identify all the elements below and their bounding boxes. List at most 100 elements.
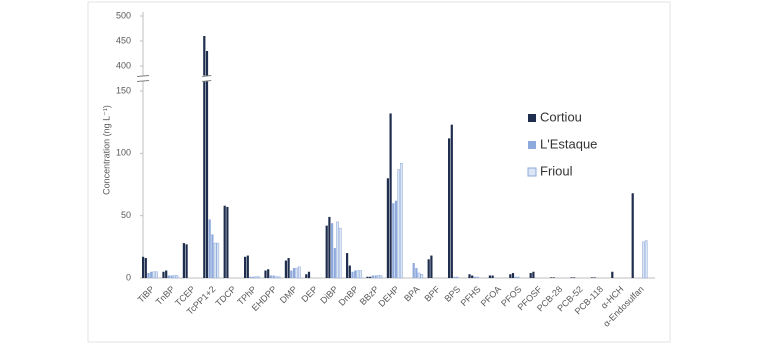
x-tick-label: DEHP: [376, 284, 401, 309]
y-tick-label: 50: [121, 210, 131, 220]
bar: [351, 271, 354, 278]
bar: [394, 200, 398, 278]
axis-break: [202, 75, 212, 77]
axis-break: [137, 75, 149, 82]
bar: [331, 223, 334, 278]
bar: [389, 113, 392, 278]
bar: [468, 274, 471, 278]
bar: [552, 277, 555, 278]
x-tick-label: PFHS: [459, 284, 483, 308]
bar: [185, 244, 188, 278]
bar: [182, 243, 185, 278]
axis-break: [136, 75, 150, 77]
bar: [511, 273, 515, 278]
bar: [354, 270, 357, 278]
bar: [150, 271, 153, 278]
legend-swatch: [527, 167, 537, 177]
legend-label: Cortiou: [540, 109, 582, 124]
bar: [570, 277, 573, 278]
bar: [208, 219, 211, 278]
axis-break: [202, 75, 212, 82]
bar: [203, 36, 206, 278]
bar: [274, 276, 278, 279]
bar: [284, 260, 287, 278]
bar: [226, 206, 229, 278]
bar: [175, 275, 179, 279]
bar: [244, 256, 247, 278]
bar: [420, 274, 424, 279]
bar: [509, 274, 512, 278]
bar: [642, 241, 645, 279]
bar: [453, 276, 456, 278]
bar: [386, 178, 389, 278]
bar: [170, 275, 173, 278]
bar: [376, 275, 380, 279]
bar: [514, 276, 517, 278]
bar: [517, 276, 520, 278]
bar: [165, 270, 168, 278]
bar: [290, 270, 293, 278]
bar: [532, 271, 535, 278]
bar: [374, 275, 377, 278]
bar: [371, 275, 374, 278]
bar: [412, 263, 415, 278]
bar: [267, 269, 270, 278]
bar: [590, 277, 593, 278]
bar: [287, 258, 290, 278]
bar: [346, 253, 349, 278]
bar: [295, 267, 299, 279]
bar: [338, 227, 342, 279]
x-tick-label: TDCP: [213, 284, 237, 308]
bar: [356, 270, 360, 279]
bar: [213, 242, 217, 279]
legend-label: L'Estaque: [540, 136, 597, 151]
y-tick-label: 500: [116, 10, 131, 20]
bar: [249, 276, 252, 278]
bar: [415, 268, 418, 278]
bar: [257, 276, 260, 279]
bar: [473, 276, 476, 278]
bar: [644, 240, 648, 279]
bar: [573, 277, 576, 278]
bar: [325, 225, 328, 278]
axis-break: [136, 80, 150, 82]
bar: [593, 277, 596, 278]
bar: [348, 265, 351, 278]
x-tick-label: DiBP: [318, 284, 340, 306]
x-tick-label: BPF: [422, 284, 442, 304]
bar: [471, 275, 474, 278]
bar: [400, 163, 403, 279]
bar: [211, 234, 214, 278]
bar: [264, 270, 267, 278]
bar: [223, 205, 226, 278]
bar: [167, 275, 170, 278]
bar: [269, 275, 272, 278]
x-tick-label: DMP: [278, 284, 299, 305]
chart-frame: [87, 1, 671, 343]
y-axis-label: Concentration (ng L⁻¹): [101, 105, 111, 195]
bar: [529, 273, 532, 278]
bar: [379, 275, 383, 279]
bar: [456, 276, 459, 278]
bar: [366, 276, 369, 278]
bar: [369, 276, 372, 278]
bar: [298, 266, 301, 279]
legend-swatch: [528, 141, 536, 149]
x-tick-label: DEP: [299, 284, 319, 304]
bar: [450, 124, 453, 278]
bar: [155, 271, 158, 279]
bar: [550, 277, 553, 278]
bar: [491, 275, 494, 278]
bar: [448, 138, 451, 278]
bar: [272, 275, 275, 278]
bar: [359, 270, 362, 279]
x-tick-label: BPA: [402, 284, 421, 303]
x-tick-label: TiBP: [136, 284, 157, 305]
bar: [246, 255, 249, 278]
bar: [336, 221, 339, 279]
bar: [430, 255, 433, 278]
y-tick-label: 0: [126, 272, 131, 282]
bar: [172, 275, 176, 279]
bar: [162, 271, 165, 278]
